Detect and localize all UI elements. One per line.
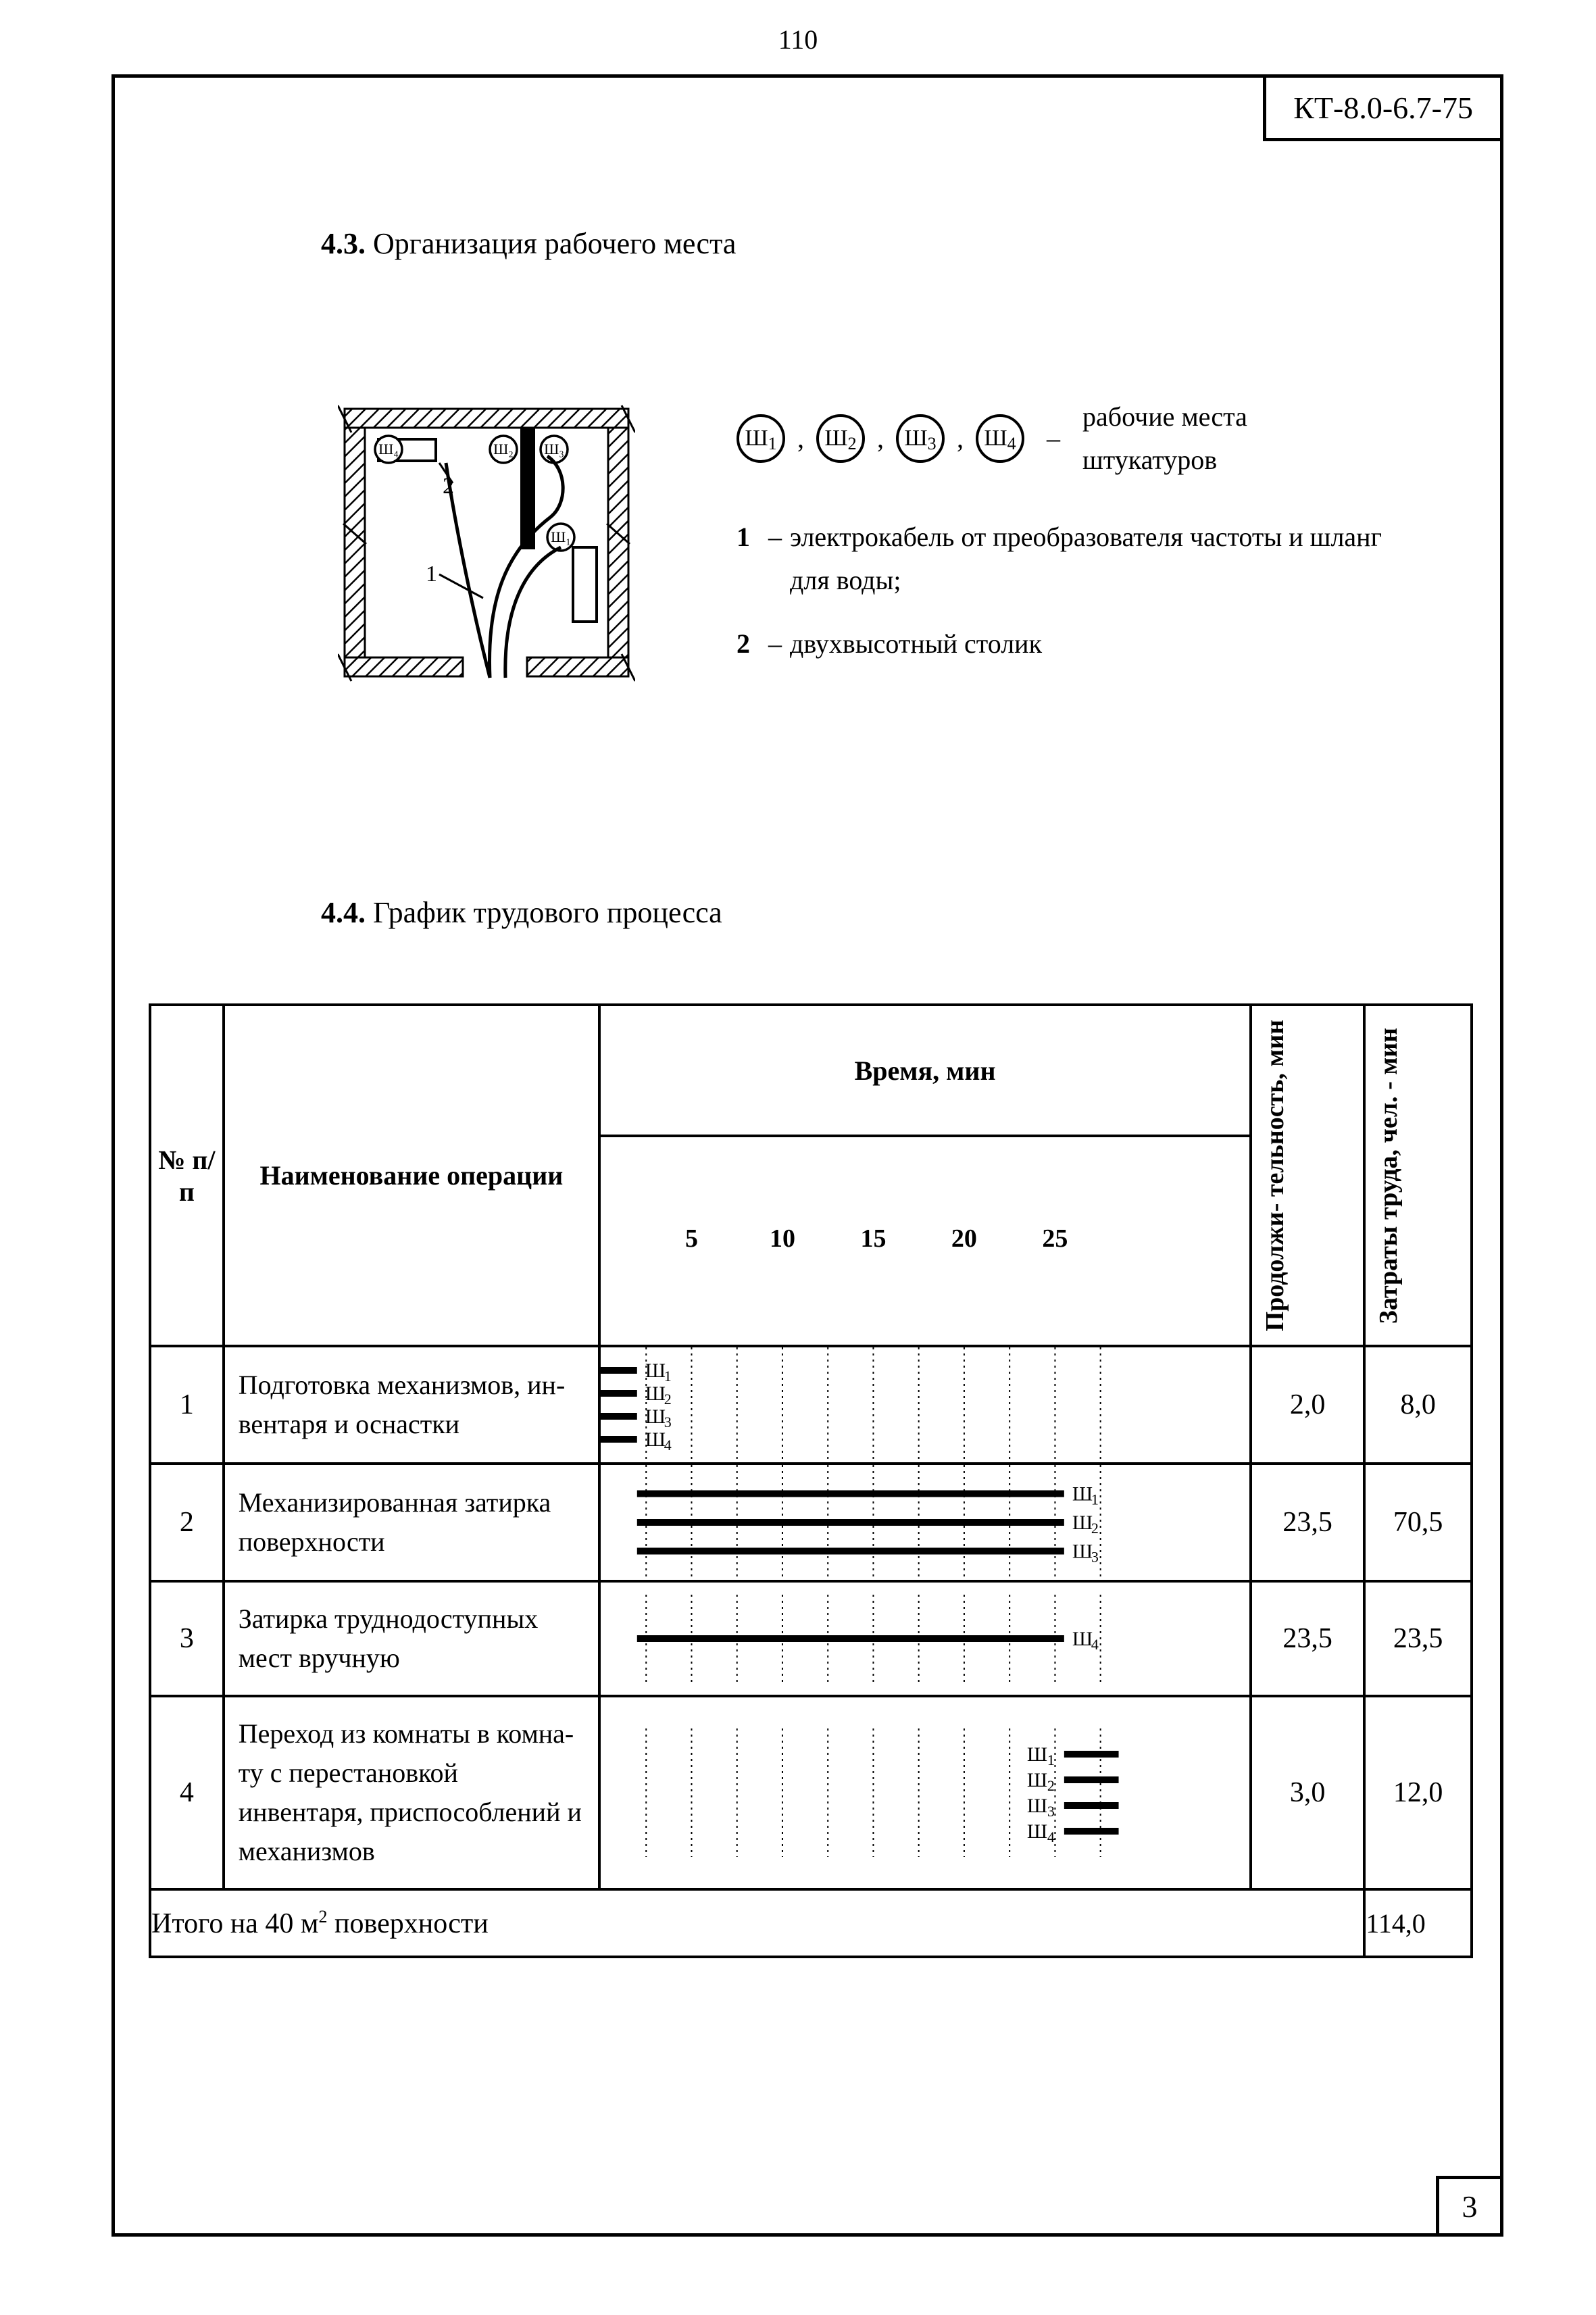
svg-text:Ш: Ш	[645, 1360, 666, 1382]
svg-text:2: 2	[1047, 1777, 1055, 1794]
total-label: Итого на 40 м2 поверхности	[150, 1889, 1364, 1957]
svg-text:3: 3	[1047, 1803, 1055, 1820]
svg-text:5: 5	[685, 1224, 698, 1253]
row-num: 1	[150, 1346, 224, 1464]
total-value: 114,0	[1364, 1889, 1472, 1957]
legend-workers-row: Ш1, Ш2, Ш3, Ш4 – рабочие места штукатуро…	[737, 395, 1412, 482]
row-duration: 23,5	[1251, 1581, 1364, 1696]
document-frame: КТ-8.0-6.7-75 4.3. Организация рабочего …	[111, 74, 1503, 2237]
gantt-cell: Ш1Ш2Ш3	[599, 1464, 1251, 1581]
row-labor: 12,0	[1364, 1696, 1472, 1889]
svg-text:Ш: Ш	[1027, 1820, 1047, 1843]
table-row: 4Переход из комнаты в комна- ту с перест…	[150, 1696, 1472, 1889]
worker-marker-2: Ш2	[816, 414, 865, 463]
svg-text:Ш: Ш	[1072, 1541, 1093, 1563]
header-num: № п/п	[150, 1005, 224, 1346]
row-labor: 8,0	[1364, 1346, 1472, 1464]
legend-workers-text-2: штукатуров	[1082, 445, 1217, 475]
legend-item-1: 1 – электрокабель от преобразователя час…	[737, 516, 1412, 602]
table-row: 1Подготовка механизмов, ин- вентаря и ос…	[150, 1346, 1472, 1464]
svg-text:25: 25	[1042, 1224, 1068, 1253]
row-duration: 2,0	[1251, 1346, 1364, 1464]
section-4-3-text: Организация рабочего места	[373, 227, 736, 260]
svg-text:Ш: Ш	[645, 1428, 666, 1451]
row-duration: 23,5	[1251, 1464, 1364, 1581]
svg-text:2: 2	[443, 474, 454, 499]
section-4-4-title: 4.4. График трудового процесса	[321, 895, 722, 930]
row-num: 3	[150, 1581, 224, 1696]
legend-item-1-num: 1	[737, 516, 760, 602]
gantt-cell: Ш4	[599, 1581, 1251, 1696]
row-name: Переход из комнаты в комна- ту с переста…	[224, 1696, 599, 1889]
legend-item-1-text: электрокабель от преобразователя частоты…	[790, 516, 1412, 602]
header-name: Наименование операции	[224, 1005, 599, 1346]
row-name: Затирка труднодоступных мест вручную	[224, 1581, 599, 1696]
svg-text:Ш: Ш	[1072, 1483, 1093, 1505]
svg-text:15: 15	[861, 1224, 887, 1253]
legend-workers-text-1: рабочие места	[1082, 401, 1247, 432]
row-num: 2	[150, 1464, 224, 1581]
svg-text:Ш: Ш	[1027, 1743, 1047, 1766]
table-total-row: Итого на 40 м2 поверхности 114,0	[150, 1889, 1472, 1957]
worker-marker-4: Ш4	[976, 414, 1024, 463]
section-4-4-text: График трудового процесса	[373, 896, 722, 929]
diagram-legend: Ш1, Ш2, Ш3, Ш4 – рабочие места штукатуро…	[737, 395, 1412, 686]
section-4-3-title: 4.3. Организация рабочего места	[321, 226, 736, 261]
svg-text:Ш: Ш	[1072, 1512, 1093, 1534]
svg-text:Ш₄: Ш₄	[378, 441, 399, 457]
svg-text:Ш₂: Ш₂	[493, 441, 514, 457]
svg-text:3: 3	[1091, 1549, 1099, 1566]
labor-process-table: № п/п Наименование операции Время, мин П…	[149, 1003, 1473, 1958]
row-duration: 3,0	[1251, 1696, 1364, 1889]
page-corner-number: 3	[1436, 2176, 1503, 2237]
legend-item-1-dash: –	[768, 516, 782, 602]
gantt-cell: Ш1Ш2Ш3Ш4	[599, 1696, 1251, 1889]
time-axis-svg: 5 10 15 20 25	[601, 1194, 1249, 1282]
svg-text:Ш₁: Ш₁	[551, 528, 571, 545]
svg-text:1: 1	[1047, 1751, 1055, 1768]
time-axis-header: 5 10 15 20 25	[599, 1136, 1251, 1346]
svg-text:Ш₃: Ш₃	[544, 441, 564, 457]
worker-marker-1: Ш1	[737, 414, 785, 463]
legend-item-2-dash: –	[768, 622, 782, 666]
section-4-4-num: 4.4.	[321, 896, 366, 929]
row-labor: 70,5	[1364, 1464, 1472, 1581]
row-num: 4	[150, 1696, 224, 1889]
header-time: Время, мин	[599, 1005, 1251, 1136]
table-row: 2Механизированная затирка поверхностиШ1Ш…	[150, 1464, 1472, 1581]
gantt-cell: Ш1Ш2Ш3Ш4	[599, 1346, 1251, 1464]
row-labor: 23,5	[1364, 1581, 1472, 1696]
page-number-top: 110	[778, 24, 818, 55]
svg-text:1: 1	[1091, 1491, 1099, 1508]
svg-text:Ш: Ш	[1027, 1769, 1047, 1791]
table-row: 3Затирка труднодоступных мест вручнуюШ42…	[150, 1581, 1472, 1696]
row-name: Механизированная затирка поверхности	[224, 1464, 599, 1581]
legend-dash: –	[1047, 417, 1060, 460]
svg-text:1: 1	[426, 562, 437, 587]
legend-item-2-num: 2	[737, 622, 760, 666]
svg-text:Ш: Ш	[1072, 1628, 1093, 1650]
svg-text:2: 2	[1091, 1520, 1099, 1537]
svg-text:20: 20	[951, 1224, 977, 1253]
svg-text:4: 4	[664, 1437, 672, 1453]
svg-text:Ш: Ш	[645, 1405, 666, 1428]
svg-text:10: 10	[770, 1224, 795, 1253]
legend-item-2-text: двухвысотный столик	[790, 622, 1412, 666]
document-code: КТ-8.0-6.7-75	[1263, 74, 1503, 141]
legend-item-2: 2 – двухвысотный столик	[737, 622, 1412, 666]
svg-text:4: 4	[1047, 1828, 1055, 1845]
svg-text:Ш: Ш	[1027, 1795, 1047, 1817]
workplace-plan-diagram: Ш₄ Ш₂ Ш₃ Ш₁ 2 1	[338, 395, 635, 686]
worker-marker-3: Ш3	[896, 414, 945, 463]
header-duration: Продолжи- тельность, мин	[1251, 1005, 1364, 1346]
svg-text:4: 4	[1091, 1636, 1099, 1653]
table-header-row: № п/п Наименование операции Время, мин П…	[150, 1005, 1472, 1136]
row-name: Подготовка механизмов, ин- вентаря и осн…	[224, 1346, 599, 1464]
svg-text:Ш: Ш	[645, 1383, 666, 1405]
section-4-3-num: 4.3.	[321, 227, 366, 260]
header-labor: Затраты труда, чел. - мин	[1364, 1005, 1472, 1346]
